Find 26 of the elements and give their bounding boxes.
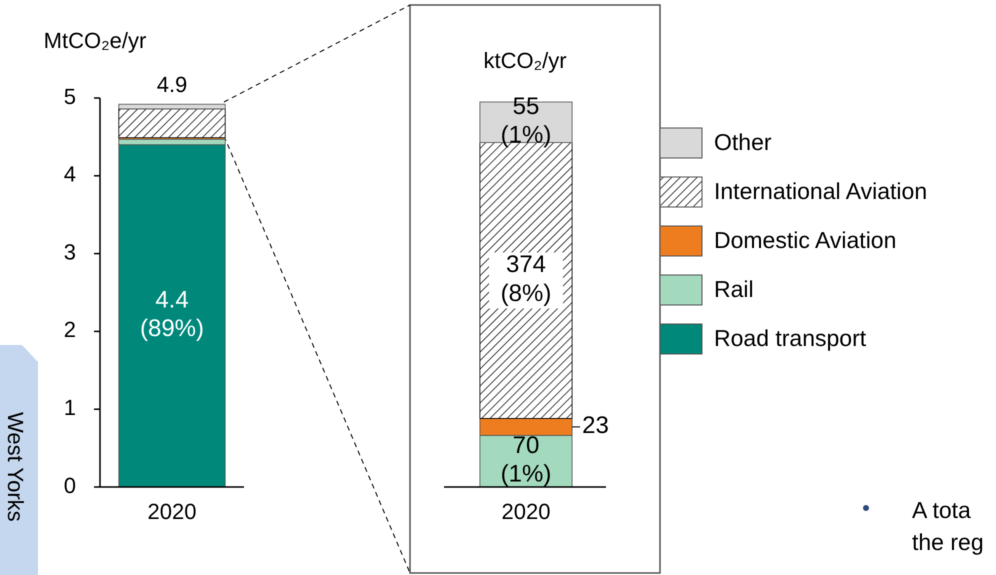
y-tick-label: 4 xyxy=(64,162,76,187)
legend-label: Other xyxy=(714,129,772,156)
x-tick-label: 2020 xyxy=(148,499,196,524)
y-tick-label: 3 xyxy=(64,239,76,264)
text: the reg xyxy=(912,529,984,556)
text: West Yorks xyxy=(3,412,28,522)
y-axis-title: MtCO₂e/yr xyxy=(44,28,146,53)
legend-label: Domestic Aviation xyxy=(714,227,896,254)
data-label: 55 (1%) xyxy=(500,93,552,150)
legend-label: International Aviation xyxy=(714,178,928,204)
data-label: 4.4 (89%) xyxy=(140,286,204,343)
y-tick-label: 1 xyxy=(64,395,76,420)
data-label: 23 xyxy=(582,412,609,440)
total-label: 4.9 xyxy=(156,72,188,98)
y-axis-title: ktCO₂/yr xyxy=(483,48,567,73)
text: A tota xyxy=(912,497,972,524)
y-tick-label: 2 xyxy=(64,317,76,342)
x-tick-label: 2020 xyxy=(502,499,550,524)
legend-label: Road transport xyxy=(714,325,867,352)
legend-label: Rail xyxy=(714,276,754,302)
data-label: 70 (1%) xyxy=(500,432,552,488)
y-tick-label: 5 xyxy=(64,84,76,109)
data-label: 374 (8%) xyxy=(500,251,552,308)
bar xyxy=(118,104,226,110)
bar xyxy=(118,108,226,138)
y-tick-label: 0 xyxy=(64,472,76,498)
